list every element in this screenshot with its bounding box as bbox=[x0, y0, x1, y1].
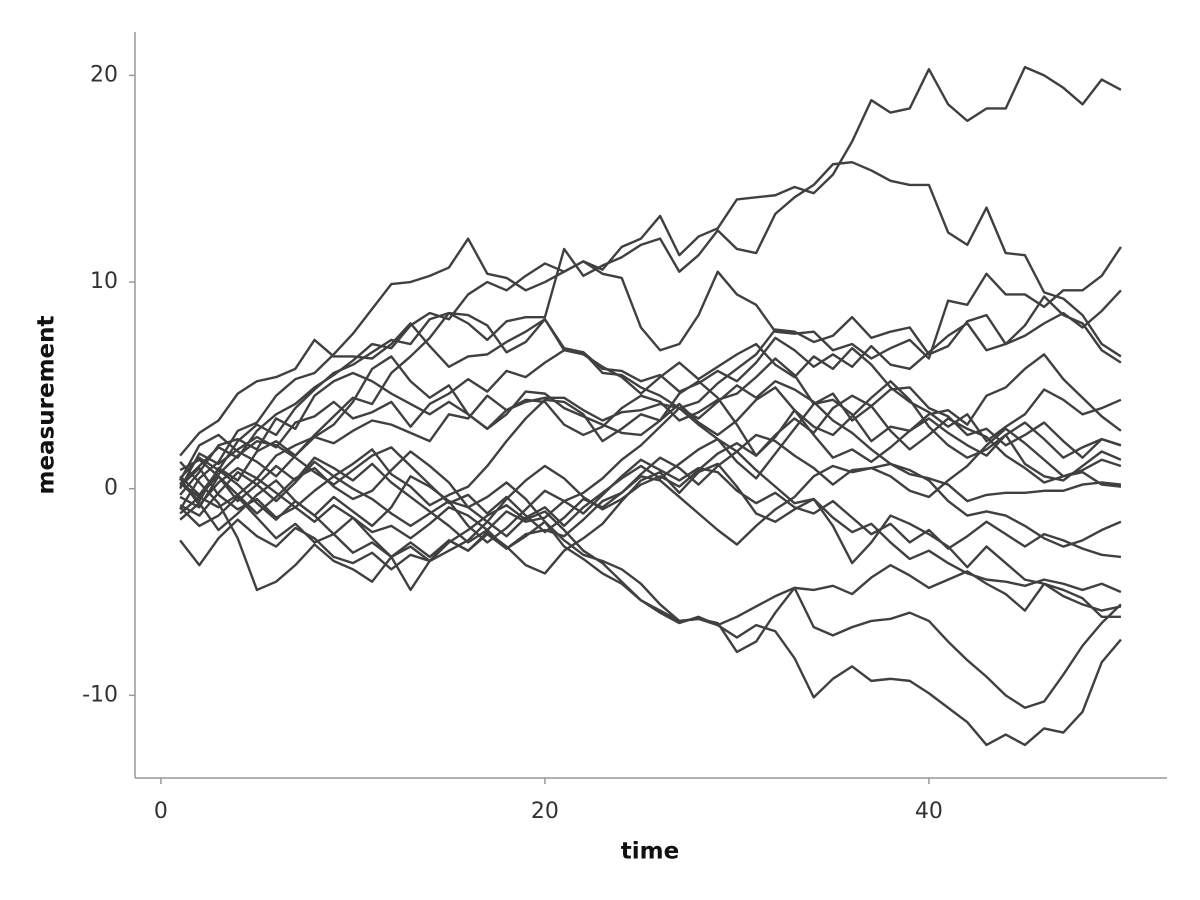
series-line bbox=[179, 380, 1122, 548]
series-line bbox=[179, 160, 1122, 480]
y-tick-label: 10 bbox=[90, 269, 118, 294]
x-axis-title: time bbox=[621, 839, 679, 865]
series-line bbox=[179, 295, 1122, 457]
series-line bbox=[179, 237, 1122, 510]
series-line bbox=[179, 342, 1122, 490]
y-tick-label: -10 bbox=[82, 682, 118, 707]
series-line bbox=[179, 468, 1122, 747]
series-line bbox=[179, 466, 1121, 627]
series-line bbox=[179, 427, 1122, 550]
series-line bbox=[179, 289, 1122, 503]
series-line bbox=[179, 380, 1122, 517]
series-line bbox=[179, 386, 1122, 507]
x-tick-label: 0 bbox=[154, 799, 168, 824]
series-line bbox=[179, 504, 1122, 709]
x-tick-label: 20 bbox=[531, 799, 559, 824]
series-line bbox=[179, 65, 1122, 486]
y-tick-label: 0 bbox=[104, 476, 118, 501]
x-tick-label: 40 bbox=[915, 799, 943, 824]
series-line bbox=[179, 394, 1122, 523]
series-line bbox=[179, 461, 1122, 612]
series-line bbox=[179, 439, 1122, 546]
series-line bbox=[179, 353, 1122, 496]
y-tick-label: 20 bbox=[90, 62, 118, 87]
series-line bbox=[179, 355, 1122, 482]
y-axis-title: measurement bbox=[34, 315, 60, 494]
